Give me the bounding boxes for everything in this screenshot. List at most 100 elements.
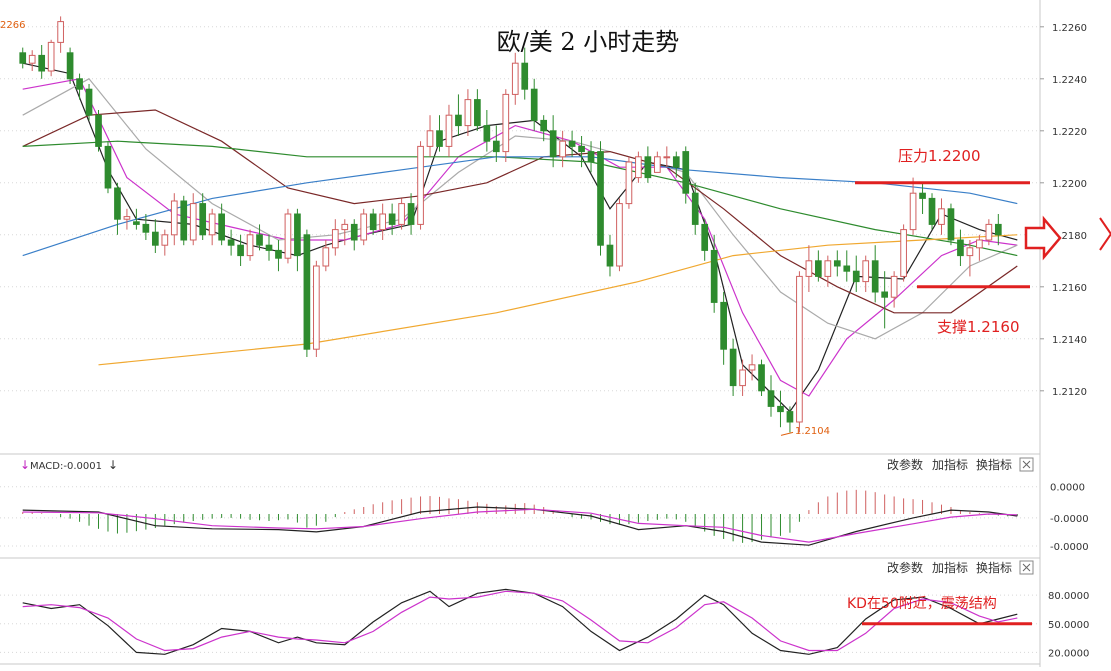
candle-body-down <box>227 239 235 246</box>
price-tick-label: 1.2260 <box>1052 23 1087 34</box>
candle-body-down <box>833 260 841 267</box>
candle-body-up <box>616 203 623 267</box>
candle-body-down <box>275 249 282 259</box>
candlestick <box>597 141 604 256</box>
candle-body-up <box>331 229 339 249</box>
candle-body-down <box>758 364 765 392</box>
candlestick <box>691 182 699 235</box>
candle-body-down <box>133 221 140 225</box>
candlestick <box>142 214 150 240</box>
candlestick <box>246 229 254 261</box>
candle-body-up <box>189 203 197 241</box>
candlestick <box>767 375 775 417</box>
candlestick <box>540 115 548 142</box>
candlestick <box>445 104 453 157</box>
candlestick <box>862 255 870 292</box>
candle-body-up <box>284 213 292 259</box>
candlestick <box>417 141 424 230</box>
macd-tick-label: -0.0000 <box>1050 514 1089 525</box>
candle-body-down <box>994 223 1002 236</box>
candlestick <box>616 198 623 272</box>
candlestick <box>881 271 889 329</box>
candle-body-up <box>862 260 870 283</box>
candle-body-up <box>502 93 510 153</box>
candlestick <box>85 84 93 121</box>
support-label: 支撑1.2160 <box>937 318 1020 336</box>
candle-body-down <box>530 88 538 121</box>
macd-close-icon[interactable] <box>1019 457 1034 472</box>
candle-body-down <box>38 54 46 72</box>
grid-lines: 1.2260 1.2240 1.2220 1.2200 1.2180 1.2160 1.21… <box>0 23 1089 659</box>
macd-tick-label: -0.0000 <box>1050 542 1089 553</box>
candle-body-down <box>815 260 822 277</box>
candle-body-down <box>483 125 491 142</box>
candlestick <box>824 255 832 287</box>
candle-body-up <box>900 229 907 277</box>
candle-body-up <box>625 161 633 205</box>
candle-body-down <box>95 114 102 147</box>
macd-add-indicator-button[interactable]: 加指标 <box>932 457 968 472</box>
candlestick <box>568 130 576 157</box>
candlestick <box>483 110 491 152</box>
candlestick <box>777 390 784 428</box>
candle-body-down <box>691 192 699 225</box>
candlestick <box>710 234 718 313</box>
candle-body-down <box>436 130 443 147</box>
candlestick <box>388 203 396 235</box>
moving-average-line <box>22 156 1018 257</box>
candlestick <box>284 208 292 264</box>
candle-body-up <box>426 130 434 147</box>
candlestick <box>919 182 926 214</box>
candle-body-down <box>947 208 955 241</box>
candle-body-down <box>549 130 557 158</box>
low-marker-arrow <box>780 431 794 436</box>
low-price-label: 1.2104 <box>795 426 830 437</box>
kd-close-icon[interactable] <box>1019 560 1034 575</box>
candle-body-down <box>540 119 548 132</box>
candle-body-down <box>578 145 585 153</box>
candlestick <box>748 354 756 381</box>
candle-body-up <box>57 21 64 43</box>
candlestick <box>511 52 519 105</box>
candlestick <box>815 250 822 282</box>
candlestick <box>957 229 964 266</box>
candlestick <box>682 146 690 204</box>
candle-body-up <box>805 260 813 277</box>
candlestick <box>625 156 633 209</box>
candle-body-up <box>47 41 55 72</box>
candlestick <box>379 203 387 240</box>
candlestick <box>237 234 244 266</box>
macd-label: MACD:-0.0001 <box>30 461 102 472</box>
candle-body-down <box>786 411 794 423</box>
candlestick <box>66 47 74 84</box>
candle-body-down <box>957 239 964 257</box>
candlestick <box>938 198 945 235</box>
candlestick <box>47 39 55 77</box>
kd-switch-indicator-button[interactable]: 换指标 <box>976 560 1012 575</box>
chart-frame <box>0 0 1041 667</box>
candle-body-down <box>597 151 604 246</box>
candle-body-down <box>568 140 576 147</box>
kd-d-line <box>22 590 1018 652</box>
candle-body-down <box>76 78 83 90</box>
candle-body-down <box>66 52 74 80</box>
kd-change-params-button[interactable]: 改参数 <box>887 560 923 575</box>
candlestick <box>38 45 46 79</box>
candle-body-up <box>938 208 945 225</box>
candle-body-down <box>265 244 273 251</box>
candle-body-up <box>379 213 387 231</box>
candle-body-down <box>407 203 415 225</box>
candlestick <box>123 208 131 230</box>
resistance-label: 压力1.2200 <box>898 147 981 165</box>
candlestick <box>833 250 841 277</box>
candlestick <box>653 151 661 173</box>
candlestick <box>76 73 83 100</box>
candlestick <box>170 193 178 246</box>
candle-body-up <box>976 239 983 249</box>
kd-add-indicator-button[interactable]: 加指标 <box>932 560 968 575</box>
candle-body-up <box>653 156 661 173</box>
macd-switch-indicator-button[interactable]: 换指标 <box>976 457 1012 472</box>
macd-change-params-button[interactable]: 改参数 <box>887 457 923 472</box>
candle-body-down <box>701 223 709 251</box>
